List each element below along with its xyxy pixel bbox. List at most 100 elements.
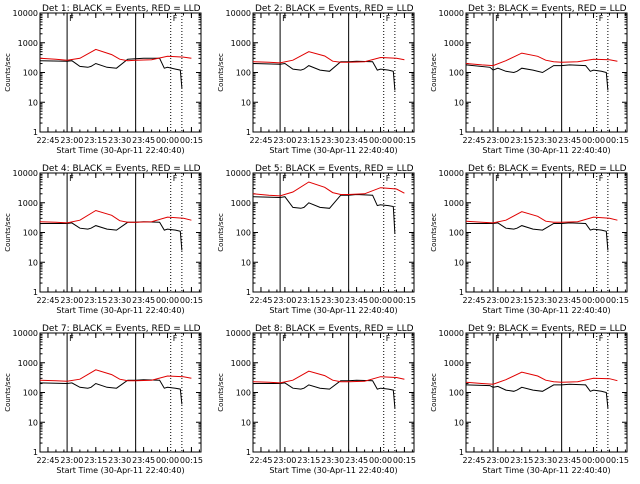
marker-flag-label: F — [599, 334, 604, 343]
x-tick-label: 22:45 — [36, 456, 59, 465]
panel-title: Det 6: BLACK = Events, RED = LLD — [468, 164, 627, 174]
x-axis-label: Start Time (30-Apr-11 22:40:40) — [56, 466, 184, 475]
events-series-line — [39, 379, 183, 405]
x-tick-label: 23:30 — [321, 456, 344, 465]
events-series-line — [465, 64, 609, 91]
x-tick-label: 00:15 — [393, 136, 416, 145]
x-tick-label: 00:00 — [156, 296, 179, 305]
lld-series-line — [252, 181, 405, 197]
plot-frame — [252, 332, 415, 453]
x-tick-label: 23:45 — [132, 136, 155, 145]
x-tick-label: 23:45 — [345, 296, 368, 305]
x-axis-label: Start Time (30-Apr-11 22:40:40) — [269, 466, 397, 475]
panel-title: Det 5: BLACK = Events, RED = LLD — [255, 164, 414, 174]
marker-flag-label: F — [69, 334, 74, 343]
events-series-line — [466, 222, 609, 251]
y-axis-label: Counts/sec — [4, 373, 12, 412]
x-tick-label: 00:15 — [606, 136, 629, 145]
lld-series-line — [465, 52, 618, 67]
panel-title: Det 9: BLACK = Events, RED = LLD — [468, 324, 627, 334]
marker-flag-label: F — [599, 174, 604, 183]
marker-flag-label: F — [173, 174, 178, 183]
y-tick-label: 10 — [28, 418, 38, 427]
x-tick-label: 23:15 — [84, 136, 107, 145]
y-tick-label: 1 — [459, 448, 464, 457]
x-tick-label: 23:45 — [132, 296, 155, 305]
x-tick-label: 22:45 — [249, 136, 272, 145]
x-tick-label: 22:45 — [36, 136, 59, 145]
x-tick-label: 23:15 — [297, 136, 320, 145]
plot-frame — [465, 12, 628, 133]
marker-flag-label: F — [386, 334, 391, 343]
x-tick-label: 00:00 — [582, 296, 605, 305]
marker-flag-label: F — [69, 174, 74, 183]
events-series-line — [40, 221, 183, 251]
events-series-line — [252, 60, 396, 91]
marker-flag-label: F — [495, 14, 500, 23]
lld-series-line — [465, 371, 618, 385]
x-tick-label: 00:00 — [582, 136, 605, 145]
x-tick-label: 23:00 — [60, 296, 83, 305]
y-tick-label: 100 — [236, 389, 251, 398]
y-tick-label: 10 — [454, 418, 464, 427]
y-tick-label: 1000 — [231, 39, 251, 48]
y-tick-label: 10000 — [13, 9, 38, 18]
x-tick-label: 23:00 — [273, 456, 296, 465]
y-tick-label: 1 — [33, 288, 38, 297]
marker-flag-label: F — [495, 174, 500, 183]
events-series-line — [465, 383, 609, 409]
x-tick-label: 23:00 — [60, 136, 83, 145]
y-axis-label: Counts/sec — [430, 373, 438, 412]
panel-title: Det 7: BLACK = Events, RED = LLD — [42, 324, 201, 334]
x-tick-label: 00:15 — [180, 136, 203, 145]
y-tick-label: 10000 — [439, 329, 464, 338]
x-axis-label: Start Time (30-Apr-11 22:40:40) — [269, 306, 397, 315]
x-tick-label: 23:45 — [558, 296, 581, 305]
y-tick-label: 10000 — [439, 9, 464, 18]
panel-title: Det 3: BLACK = Events, RED = LLD — [468, 4, 627, 14]
plot-frame — [39, 332, 202, 453]
panel-title: Det 1: BLACK = Events, RED = LLD — [42, 4, 201, 14]
panel-title: Det 2: BLACK = Events, RED = LLD — [255, 4, 414, 14]
y-tick-label: 100 — [449, 389, 464, 398]
y-tick-label: 1 — [246, 448, 251, 457]
x-tick-label: 22:45 — [249, 456, 272, 465]
x-tick-label: 23:00 — [60, 456, 83, 465]
x-tick-label: 23:30 — [108, 136, 131, 145]
panel-title: Det 4: BLACK = Events, RED = LLD — [42, 164, 201, 174]
y-tick-label: 1000 — [18, 199, 38, 208]
y-tick-label: 1 — [459, 288, 464, 297]
x-tick-label: 23:45 — [558, 136, 581, 145]
y-tick-label: 1 — [246, 128, 251, 137]
y-axis-label: Counts/sec — [4, 53, 12, 92]
marker-flag-label: F — [173, 14, 178, 23]
marker-flag-label: F — [386, 14, 391, 23]
marker-flag-label: F — [282, 334, 287, 343]
x-tick-label: 00:00 — [369, 456, 392, 465]
lld-series-line — [39, 369, 192, 382]
y-tick-label: 10000 — [13, 329, 38, 338]
x-tick-label: 22:45 — [462, 296, 485, 305]
x-tick-label: 00:00 — [369, 296, 392, 305]
x-axis-label: Start Time (30-Apr-11 22:40:40) — [56, 306, 184, 315]
x-tick-label: 23:30 — [534, 296, 557, 305]
plot-frame — [252, 12, 415, 133]
y-tick-label: 100 — [236, 229, 251, 238]
y-tick-label: 100 — [23, 229, 38, 238]
y-tick-label: 10 — [241, 258, 251, 267]
x-tick-label: 23:15 — [297, 296, 320, 305]
y-axis-label: Counts/sec — [217, 373, 225, 412]
y-tick-label: 100 — [449, 229, 464, 238]
x-tick-label: 23:30 — [321, 296, 344, 305]
x-tick-label: 00:00 — [156, 456, 179, 465]
y-tick-label: 10 — [28, 258, 38, 267]
y-tick-label: 10 — [241, 98, 251, 107]
marker-flag-label: F — [69, 14, 74, 23]
y-tick-label: 10000 — [226, 9, 251, 18]
marker-flag-label: F — [282, 174, 287, 183]
